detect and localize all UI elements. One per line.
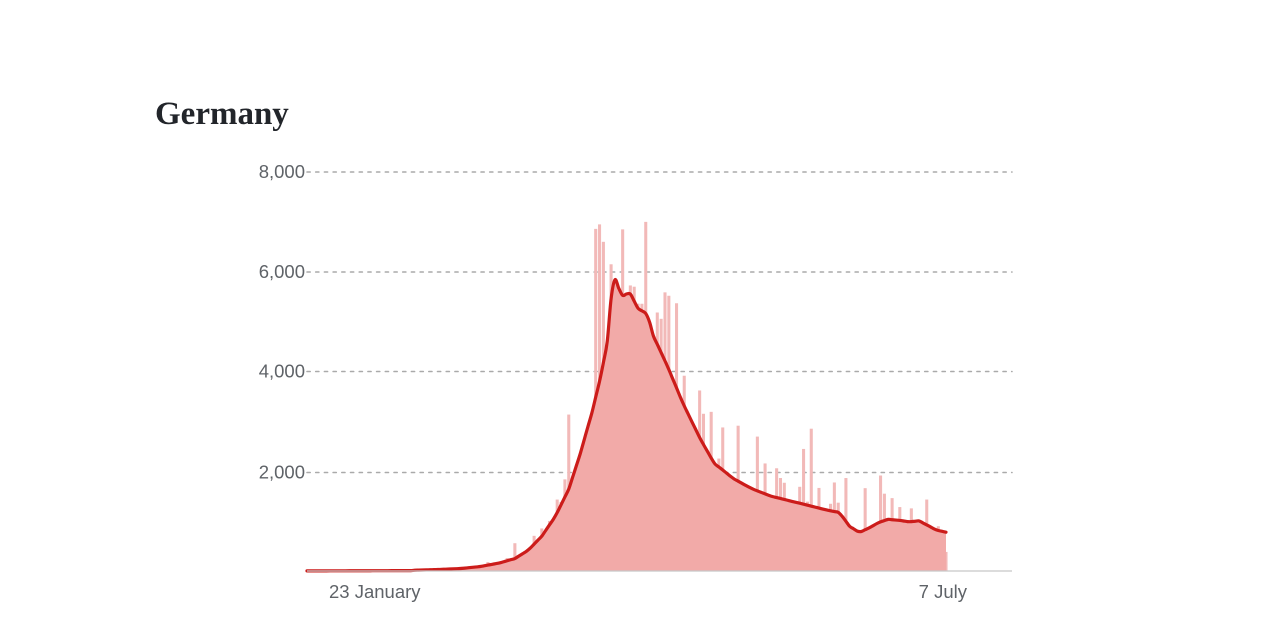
svg-text:8,000: 8,000 xyxy=(259,161,305,182)
svg-text:6,000: 6,000 xyxy=(259,261,305,282)
svg-text:23 January: 23 January xyxy=(329,581,421,602)
svg-text:7 July: 7 July xyxy=(919,581,968,602)
svg-text:2,000: 2,000 xyxy=(259,462,305,483)
svg-text:4,000: 4,000 xyxy=(259,361,305,382)
